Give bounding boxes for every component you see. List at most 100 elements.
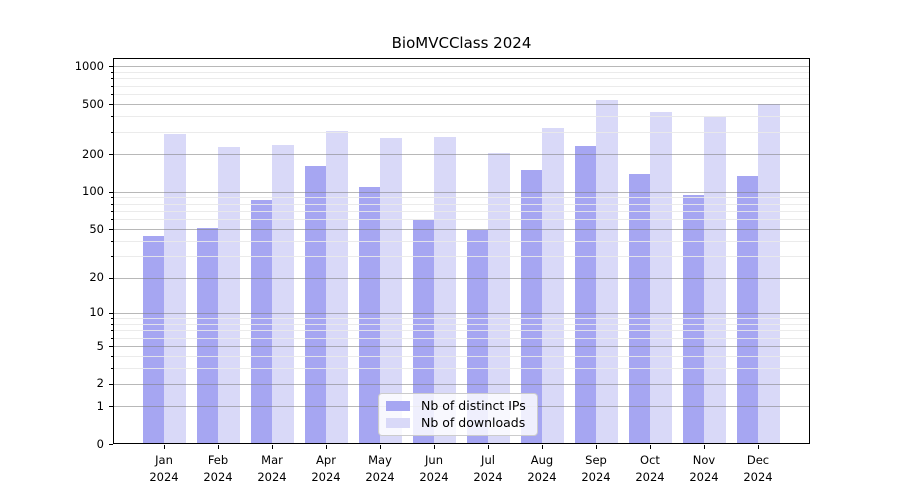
legend-entry-downloads: Nb of downloads: [386, 415, 528, 432]
x-tick-label-month: Jan: [155, 453, 173, 467]
plot-area: [113, 58, 810, 444]
bar-downloads-aug: [542, 128, 564, 443]
legend: Nb of distinct IPs Nb of downloads: [378, 393, 538, 436]
x-tick-label-year: 2024: [311, 469, 341, 484]
y-tick-2: [109, 383, 113, 385]
y-tick-label-10: 10: [89, 305, 104, 320]
y-gridline-200: [114, 154, 809, 156]
x-tick-label-year: 2024: [527, 469, 557, 484]
y-gridline-minor-300: [114, 131, 809, 133]
y-gridline-minor-80: [114, 203, 809, 205]
x-tick-label-nov: Nov 2024: [676, 452, 732, 485]
x-tick-label-apr: Apr 2024: [298, 452, 354, 485]
bar-distinct-ips-may: [358, 187, 380, 443]
x-tick-label-month: May: [368, 453, 392, 467]
x-tick-jun: [434, 445, 435, 449]
y-gridline-500: [114, 104, 809, 106]
y-gridline-minor-600: [114, 94, 809, 96]
x-tick-may: [380, 445, 381, 449]
y-minor-tick-9: [110, 318, 113, 320]
y-gridline-minor-9: [114, 318, 809, 320]
x-tick-dec: [758, 445, 759, 449]
y-tick-label-500: 500: [82, 96, 104, 111]
x-tick-label-year: 2024: [419, 469, 449, 484]
x-tick-label-month: Feb: [207, 453, 229, 467]
x-tick-label-month: Sep: [585, 453, 607, 467]
y-tick-5: [109, 346, 113, 348]
x-tick-oct: [650, 445, 651, 449]
x-tick-apr: [326, 445, 327, 449]
y-tick-500: [109, 104, 113, 106]
x-tick-label-year: 2024: [365, 469, 395, 484]
x-tick-label-sep: Sep 2024: [568, 452, 624, 485]
bar-downloads-sep: [596, 99, 618, 443]
y-tick-label-100: 100: [82, 184, 104, 199]
y-minor-tick-40: [110, 240, 113, 242]
x-tick-label-year: 2024: [581, 469, 611, 484]
legend-label-distinct-ips: Nb of distinct IPs: [421, 398, 526, 414]
bar-distinct-ips-feb: [196, 227, 218, 443]
y-gridline-100: [114, 191, 809, 193]
y-minor-tick-80: [110, 203, 113, 205]
x-tick-label-month: Oct: [640, 453, 660, 467]
x-tick-label-year: 2024: [473, 469, 503, 484]
y-tick-10: [109, 312, 113, 314]
y-minor-tick-400: [110, 116, 113, 118]
bar-distinct-ips-apr: [304, 166, 326, 443]
y-gridline-minor-900: [114, 72, 809, 74]
y-gridline-2: [114, 383, 809, 385]
grid-layer: [114, 59, 809, 443]
x-tick-label-jun: Jun 2024: [406, 452, 462, 485]
y-minor-tick-600: [110, 94, 113, 96]
y-tick-label-200: 200: [82, 146, 104, 161]
y-gridline-minor-6: [114, 337, 809, 339]
y-gridline-minor-70: [114, 210, 809, 212]
y-gridline-50: [114, 229, 809, 231]
y-gridline-minor-3: [114, 368, 809, 370]
x-tick-feb: [218, 445, 219, 449]
y-gridline-minor-60: [114, 219, 809, 221]
y-minor-tick-6: [110, 337, 113, 339]
x-tick-label-mar: Mar 2024: [244, 452, 300, 485]
x-tick-label-month: Dec: [746, 453, 770, 467]
bar-downloads-nov: [704, 116, 726, 443]
y-minor-tick-90: [110, 197, 113, 199]
legend-swatch-downloads-icon: [386, 417, 410, 428]
bar-distinct-ips-aug: [520, 170, 542, 443]
y-minor-tick-700: [110, 85, 113, 87]
legend-label-downloads: Nb of downloads: [421, 414, 526, 430]
y-minor-tick-30: [110, 256, 113, 258]
y-gridline-minor-90: [114, 197, 809, 199]
y-minor-tick-300: [110, 131, 113, 133]
x-tick-label-month: Apr: [316, 453, 336, 467]
y-tick-50: [109, 229, 113, 231]
x-tick-label-year: 2024: [689, 469, 719, 484]
y-tick-1: [109, 406, 113, 408]
y-gridline-1000: [114, 66, 809, 68]
y-gridline-5: [114, 346, 809, 348]
x-tick-label-month: Jul: [481, 453, 495, 467]
y-tick-0: [109, 444, 113, 445]
x-tick-jul: [488, 445, 489, 449]
x-tick-label-month: Aug: [530, 453, 554, 467]
x-tick-label-may: May 2024: [352, 452, 408, 485]
y-tick-200: [109, 154, 113, 156]
x-tick-aug: [542, 445, 543, 449]
legend-entry-distinct-ips: Nb of distinct IPs: [386, 398, 528, 415]
x-tick-label-dec: Dec 2024: [730, 452, 786, 485]
bar-distinct-ips-jun: [412, 220, 434, 443]
y-minor-tick-900: [110, 72, 113, 74]
bar-distinct-ips-jan: [142, 235, 164, 443]
x-tick-label-year: 2024: [257, 469, 287, 484]
y-tick-label-1000: 1000: [74, 58, 104, 73]
y-tick-label-0: 0: [96, 436, 104, 451]
y-gridline-minor-700: [114, 85, 809, 87]
y-gridline-10: [114, 312, 809, 314]
y-tick-1000: [109, 66, 113, 68]
x-tick-label-year: 2024: [635, 469, 665, 484]
y-gridline-minor-30: [114, 256, 809, 258]
bar-downloads-apr: [326, 130, 348, 443]
y-minor-tick-7: [110, 330, 113, 332]
x-tick-label-month: Mar: [261, 453, 283, 467]
